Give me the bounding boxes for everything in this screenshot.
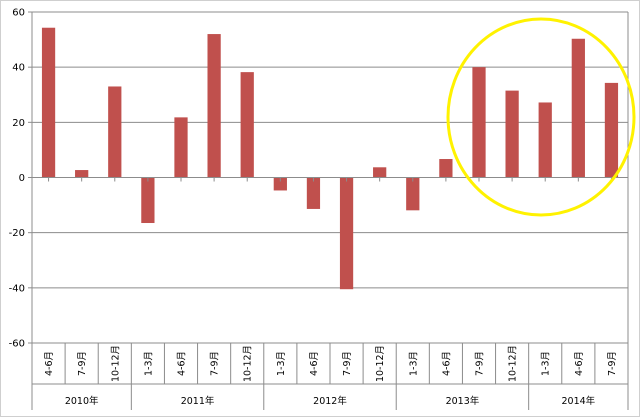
- y-tick-label: -40: [9, 283, 25, 294]
- bar: [75, 170, 89, 178]
- bar: [339, 177, 354, 290]
- bar: [472, 67, 486, 178]
- highlight-circle: [446, 17, 636, 217]
- x-tick-label: 7-9月: [342, 351, 353, 376]
- x-tick-label: 1-3月: [276, 351, 287, 376]
- bar: [373, 167, 387, 178]
- y-tick-label: 40: [12, 63, 25, 74]
- x-group-label: 2014年: [561, 395, 595, 407]
- y-tick-label: -20: [9, 228, 25, 239]
- x-tick-label: 4-6月: [574, 351, 585, 376]
- bar: [306, 177, 321, 209]
- bar: [439, 159, 453, 178]
- y-tick-label: 0: [19, 173, 25, 184]
- x-tick-label: 1-3月: [408, 351, 419, 376]
- x-tick-label: 7-9月: [475, 351, 486, 376]
- bar: [273, 177, 287, 191]
- x-group-label: 2013年: [446, 395, 480, 407]
- x-tick-label: 4-6月: [177, 351, 188, 376]
- x-tick-label: 4-6月: [309, 351, 320, 376]
- bar: [505, 90, 519, 178]
- bar: [538, 102, 552, 178]
- y-tick-label: -60: [9, 339, 25, 350]
- bar: [240, 72, 254, 178]
- bar: [174, 117, 188, 178]
- bar: [604, 82, 619, 178]
- bar: [406, 177, 420, 211]
- highlight-annotation: [446, 17, 636, 217]
- x-tick-label: 10-12月: [508, 345, 519, 382]
- y-tick-labels: -60 -40 -20 0 20 40 60: [9, 8, 25, 350]
- x-group-label: 2011年: [181, 395, 215, 407]
- y-tick-label: 60: [12, 8, 25, 19]
- x-tick-label: 7-9月: [607, 351, 618, 376]
- x-category-labels: 4-6月 7-9月 10-12月 1-3月 4-6月 7-9月 10-12月 1-3月 4-6月…: [44, 345, 618, 382]
- bars: [41, 27, 619, 290]
- bar: [141, 177, 155, 224]
- bar: [108, 86, 122, 178]
- x-year-labels: 2010年 2011年 2012年 2013年 2014年: [65, 395, 596, 407]
- x-tick-label: 1-3月: [541, 351, 552, 376]
- bar: [571, 38, 585, 178]
- x-tick-label: 4-6月: [44, 351, 55, 376]
- x-group-label: 2010年: [65, 395, 99, 407]
- x-tick-label: 4-6月: [441, 351, 452, 376]
- bar: [41, 27, 56, 178]
- x-tick-label: 10-12月: [110, 345, 121, 382]
- x-tick-label: 10-12月: [243, 345, 254, 382]
- x-group-label: 2012年: [313, 395, 347, 407]
- x-tick-label: 7-9月: [210, 351, 221, 376]
- x-tick-label: 1-3月: [143, 351, 154, 376]
- axes: [28, 11, 629, 410]
- x-tick-label: 7-9月: [77, 351, 88, 376]
- y-tick-label: 20: [12, 118, 25, 129]
- x-tick-label: 10-12月: [375, 345, 386, 382]
- bar: [207, 34, 221, 178]
